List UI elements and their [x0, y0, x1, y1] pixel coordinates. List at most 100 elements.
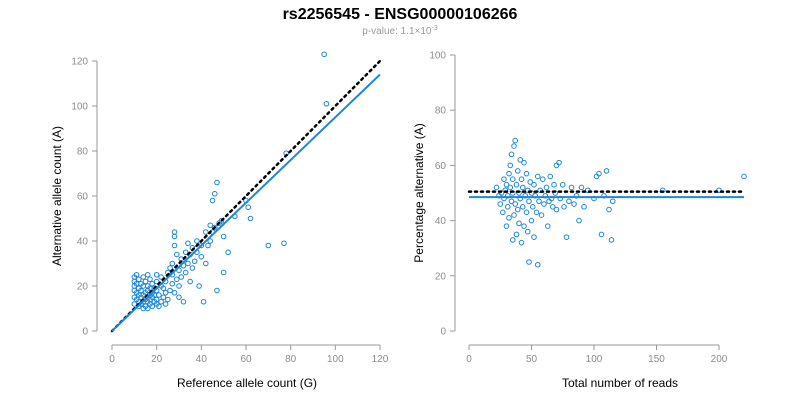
left-data-point — [171, 242, 178, 249]
left-y-tick-label: 100 — [71, 102, 88, 113]
right-x-tick-label: 150 — [648, 354, 665, 365]
left-data-point — [182, 249, 189, 256]
right-y-tick-label: 0 — [440, 327, 446, 338]
left-y-tick-label: 20 — [77, 282, 89, 293]
left-data-point — [182, 269, 189, 276]
right-data-point — [519, 184, 526, 191]
right-data-point — [581, 204, 587, 210]
left-x-tick-label: 80 — [285, 354, 297, 365]
right-data-point — [539, 176, 546, 182]
right-data-point — [524, 187, 531, 194]
right-x-tick-label: 0 — [466, 354, 472, 365]
right-data-point — [561, 204, 567, 210]
left-data-point — [156, 292, 162, 298]
right-data-point — [523, 170, 530, 177]
right-data-point — [533, 209, 540, 216]
left-x-axis: 0 20 40 60 80 100 120 — [109, 344, 389, 365]
left-x-tick-label: 120 — [372, 354, 389, 365]
left-lines — [110, 59, 382, 333]
right-x-tick-label: 200 — [711, 354, 728, 365]
left-data-point — [198, 242, 205, 249]
left-data-point — [209, 197, 216, 204]
left-data-point — [321, 51, 327, 58]
left-data-point — [153, 296, 160, 303]
right-data-point — [499, 209, 506, 216]
left-data-point — [178, 274, 185, 280]
left-data-point — [245, 204, 252, 211]
right-data-point — [504, 204, 511, 210]
left-y-tick-label: 0 — [82, 327, 88, 338]
right-y-axis: 0 20 40 60 80 100 — [429, 51, 456, 338]
left-data-point — [214, 287, 220, 294]
left-data-point — [156, 303, 162, 310]
right-y-tick-label: 100 — [429, 51, 446, 62]
left-data-point — [165, 296, 171, 303]
left-data-point — [160, 294, 167, 301]
left-data-point — [203, 229, 209, 235]
left-data-point — [176, 283, 182, 289]
right-data-point — [606, 206, 612, 213]
right-data-point — [529, 204, 536, 210]
left-x-tick-label: 60 — [240, 354, 252, 365]
left-data-point — [149, 280, 155, 287]
left-data-point — [220, 269, 227, 276]
left-data-point — [138, 287, 144, 294]
p-value-exponent: -3 — [431, 25, 437, 32]
right-data-point — [571, 201, 577, 207]
left-data-point — [180, 298, 187, 305]
right-data-point — [608, 237, 615, 243]
right-data-point — [508, 151, 515, 158]
right-data-point — [553, 206, 560, 213]
right-data-point — [514, 168, 521, 174]
left-data-point — [140, 274, 147, 280]
right-y-tick-label: 80 — [435, 106, 447, 117]
left-data-point — [131, 301, 138, 307]
left-data-point — [153, 278, 160, 285]
right-data-point — [507, 162, 514, 169]
left-data-point — [214, 179, 220, 186]
left-data-point — [211, 190, 218, 197]
right-data-point — [514, 206, 521, 213]
right-data-point — [506, 170, 512, 177]
left-data-point — [162, 289, 169, 296]
chart-title: rs2256545 - ENSG00000106266 — [283, 6, 518, 23]
left-y-tick-label: 120 — [71, 57, 88, 68]
left-data-point — [194, 238, 200, 244]
left-data-point — [167, 265, 173, 271]
left-data-point — [133, 271, 140, 278]
left-fit-line — [111, 73, 381, 332]
right-data-point — [534, 173, 541, 180]
left-data-point — [323, 100, 330, 107]
left-data-point — [142, 278, 149, 285]
left-data-point — [187, 278, 193, 285]
right-points — [493, 137, 747, 268]
left-data-point — [200, 298, 207, 305]
right-data-point — [534, 261, 541, 268]
left-data-point — [160, 285, 167, 292]
left-data-point — [185, 260, 191, 267]
right-data-point — [521, 223, 527, 229]
right-data-point — [509, 176, 516, 182]
right-data-point — [568, 184, 575, 191]
right-data-point — [596, 170, 602, 177]
left-data-point — [211, 224, 218, 231]
left-y-axis: 0 20 40 60 80 100 120 — [71, 57, 98, 338]
right-data-point — [716, 187, 722, 194]
right-x-tick-label: 50 — [526, 354, 538, 365]
left-data-point — [247, 215, 254, 222]
left-data-point — [203, 260, 209, 267]
right-data-point — [524, 228, 531, 235]
left-y-tick-label: 60 — [77, 192, 89, 203]
left-data-point — [169, 280, 176, 287]
right-data-point — [551, 181, 557, 188]
left-data-point — [144, 305, 151, 312]
left-data-point — [162, 301, 169, 307]
left-data-point — [158, 274, 164, 280]
left-data-point — [136, 276, 142, 283]
right-data-point — [531, 234, 537, 240]
left-data-point — [147, 276, 153, 283]
right-data-point — [518, 176, 525, 182]
right-x-axis-label: Total number of reads — [562, 376, 678, 390]
right-data-point — [603, 168, 610, 174]
right-data-point — [497, 201, 504, 207]
